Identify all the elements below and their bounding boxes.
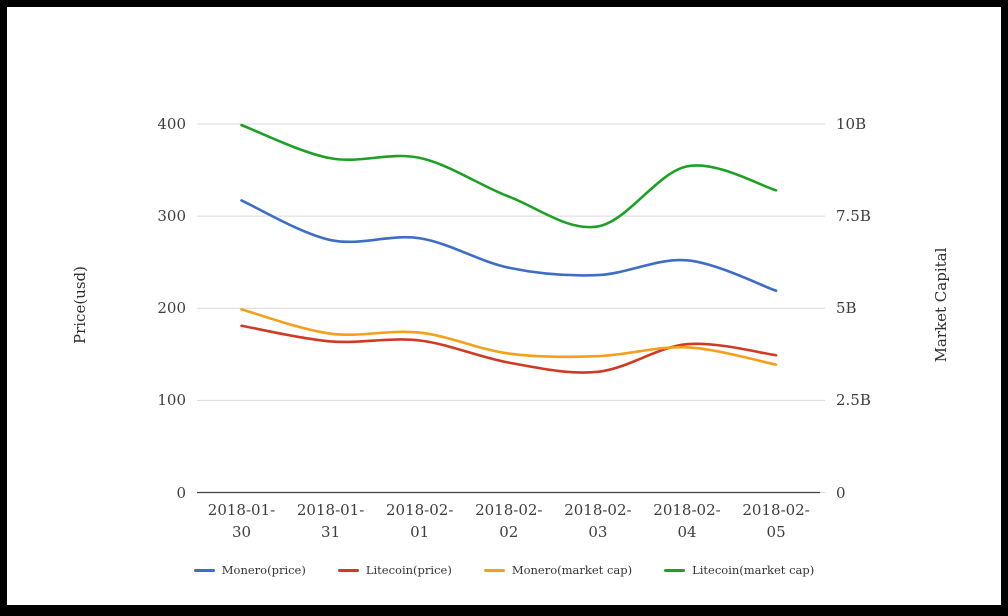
legend-item-litecoin-market-cap[interactable]: Litecoin(market cap)	[664, 563, 814, 577]
x-axis-tick-label: 2018-02- 05	[742, 501, 810, 541]
chart-legend: Monero(price) Litecoin(price) Monero(marke…	[0, 563, 1008, 577]
legend-line-swatch	[337, 568, 359, 572]
x-axis-tick-label: 2018-02- 02	[475, 501, 543, 541]
legend-line-swatch	[193, 568, 215, 572]
legend-item-monero-price[interactable]: Monero(price)	[193, 563, 306, 577]
series-line-monero-market-cap	[240, 308, 778, 366]
series-line-litecoin-price	[240, 324, 778, 374]
right-axis-tick-label: 5B	[836, 299, 857, 318]
left-axis-tick-label: 100	[157, 391, 186, 410]
right-axis-title: Market Capital	[932, 247, 950, 363]
legend-label: Monero(market cap)	[511, 563, 633, 577]
legend-item-monero-market-cap[interactable]: Monero(market cap)	[483, 563, 633, 577]
legend-label: Monero(price)	[221, 563, 306, 577]
x-axis-tick-label: 2018-01- 31	[296, 501, 365, 541]
x-axis-tick-label: 2018-02- 01	[385, 501, 454, 541]
right-axis-tick-label: 0	[836, 483, 846, 502]
x-axis-tick-label: 2018-02- 04	[653, 501, 721, 541]
right-axis-tick-label: 10B	[836, 115, 867, 133]
legend-line-swatch	[664, 568, 686, 572]
legend-line-swatch	[483, 568, 505, 572]
left-axis-title: Price(usd)	[71, 266, 89, 345]
legend-label: Litecoin(market cap)	[692, 563, 815, 577]
left-axis-tick-label: 200	[157, 299, 186, 318]
series-line-litecoin-market-cap	[240, 123, 778, 229]
left-axis-tick-label: 400	[157, 115, 186, 133]
right-axis-tick-label: 7.5B	[836, 207, 871, 226]
legend-item-litecoin-price[interactable]: Litecoin(price)	[337, 563, 452, 577]
series-line-monero-price	[240, 199, 778, 293]
right-axis-tick-label: 2.5B	[836, 391, 871, 410]
legend-label: Litecoin(price)	[365, 563, 452, 577]
x-axis-tick-label: 2018-02- 03	[564, 501, 632, 541]
left-axis-tick-label: 300	[157, 207, 186, 226]
x-axis-tick-label: 2018-01- 30	[207, 501, 276, 541]
left-axis-tick-label: 0	[176, 483, 186, 502]
